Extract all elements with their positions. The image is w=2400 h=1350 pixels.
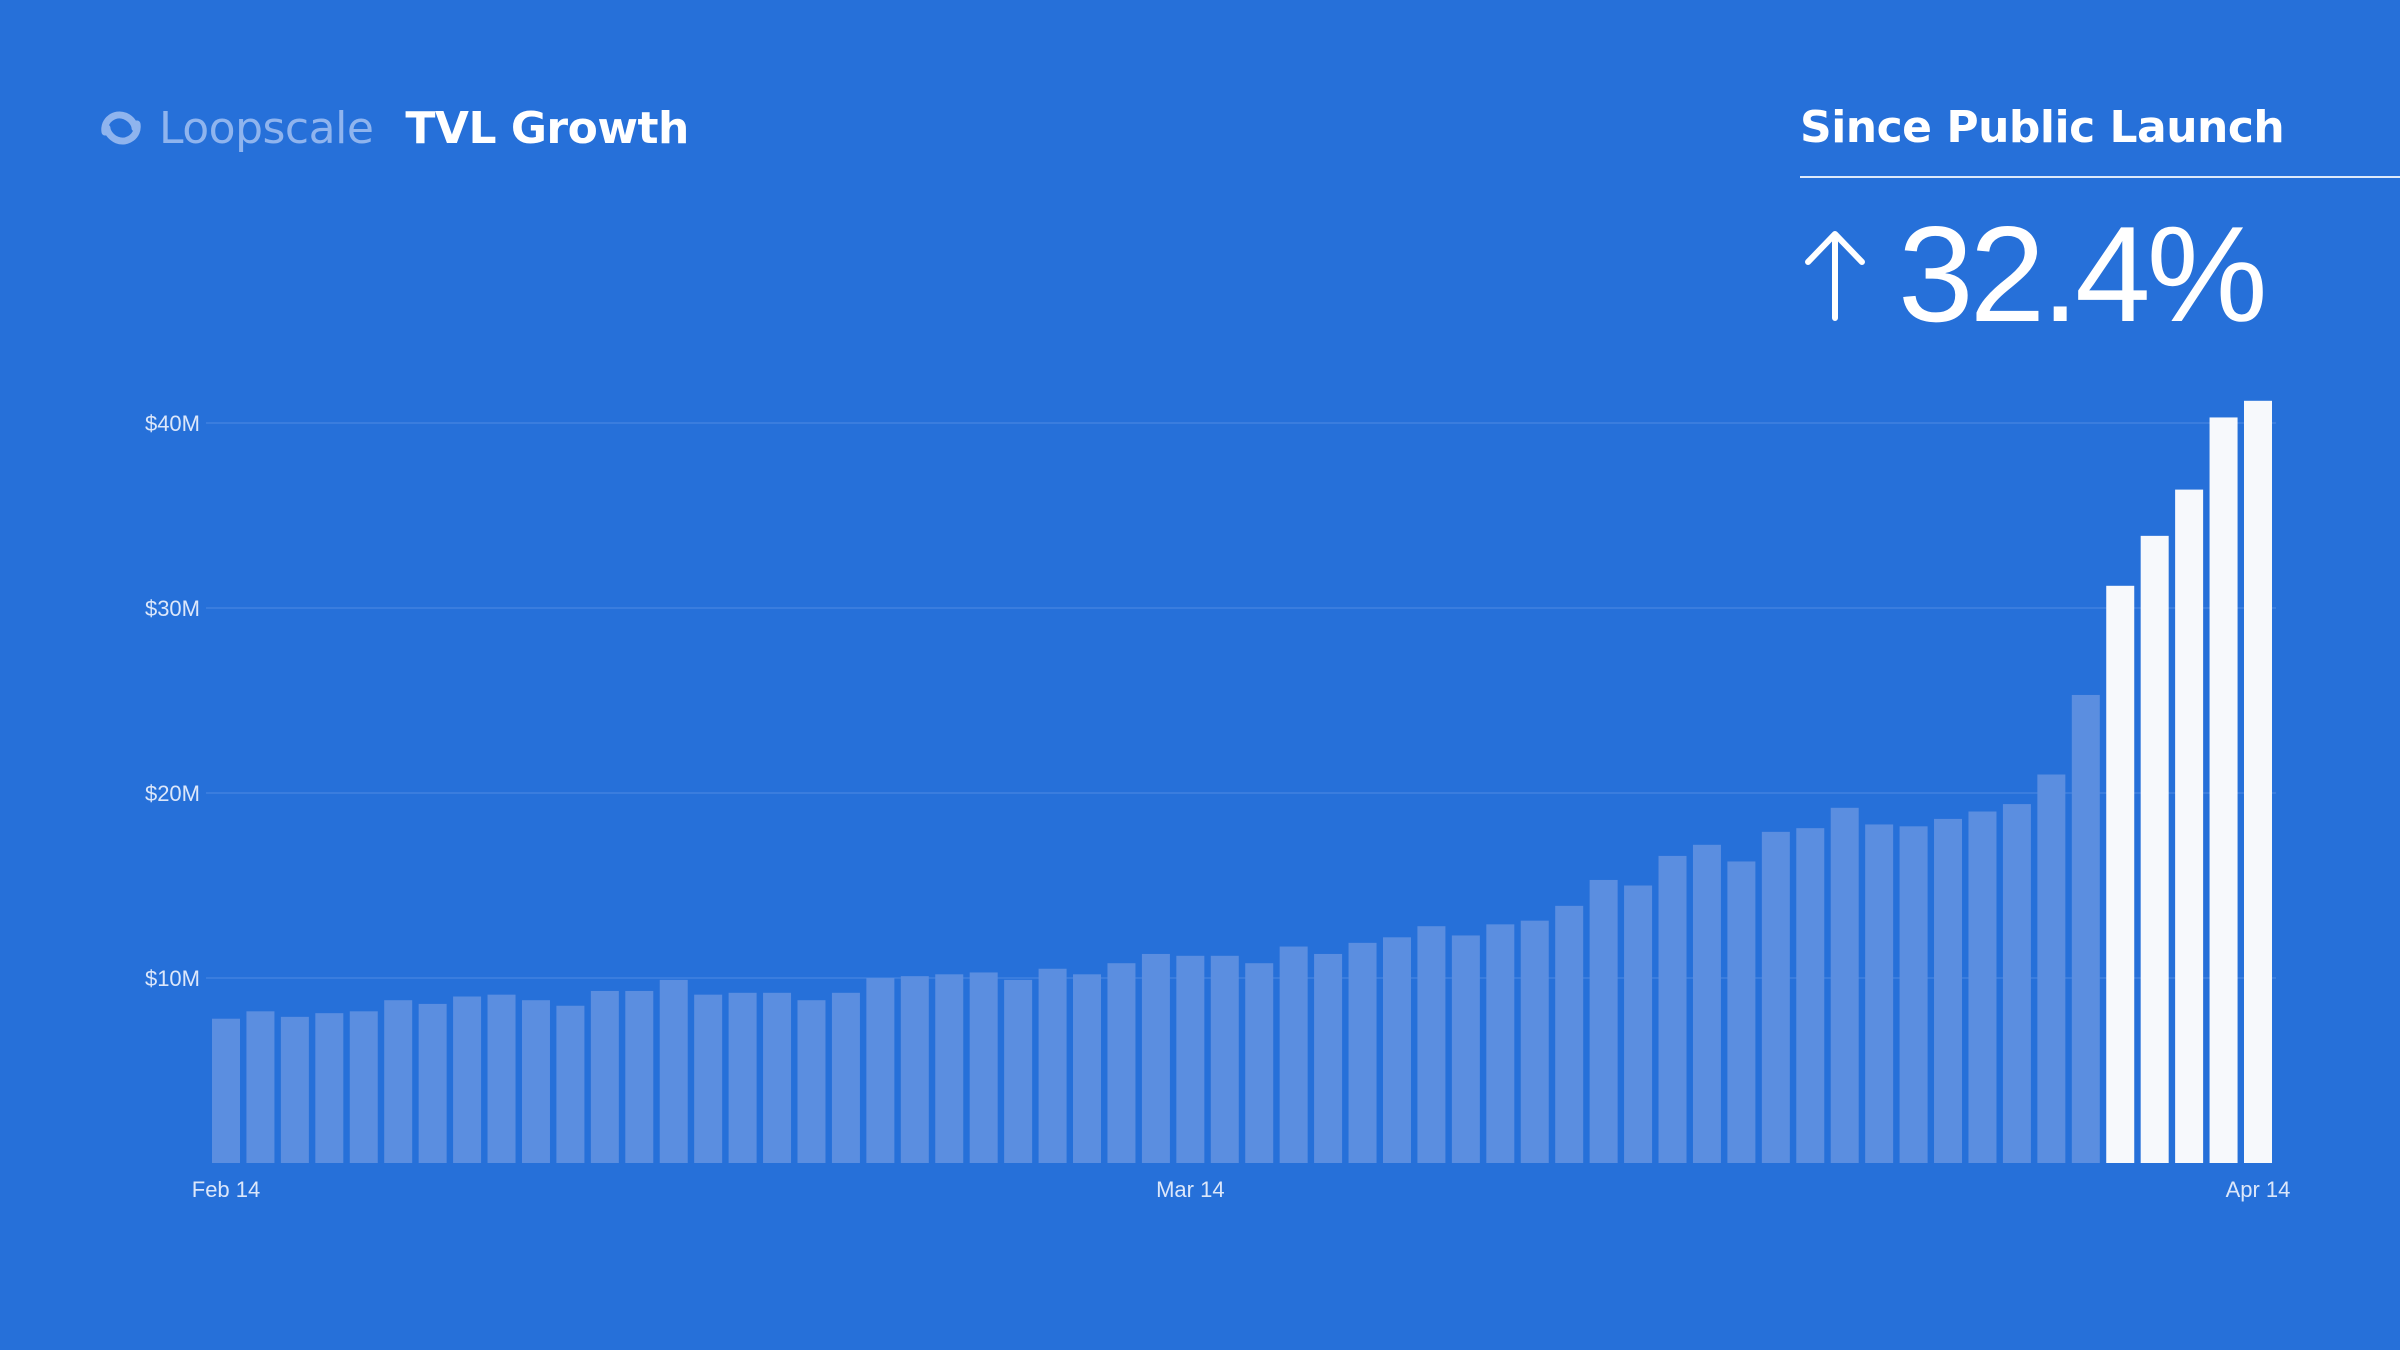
chart-title: TVL Growth: [405, 102, 689, 154]
stat-value: 32.4%: [1898, 198, 2268, 350]
bar: [212, 1018, 240, 1163]
bar: [418, 1003, 447, 1163]
bar: [349, 1011, 378, 1163]
bar: [1589, 879, 1618, 1163]
bar-highlight: [2244, 400, 2272, 1163]
bar: [1004, 979, 1033, 1163]
x-axis-ticks: Feb 14 Mar 14 Apr 14: [192, 1177, 2291, 1202]
bar: [1658, 855, 1687, 1163]
stat-label: Since Public Launch: [1800, 102, 2285, 153]
bar: [1382, 937, 1411, 1163]
bar: [1417, 926, 1446, 1163]
header: Loopscale TVL Growth: [95, 98, 689, 158]
gridlines: [206, 422, 2276, 979]
bar: [1073, 974, 1102, 1163]
x-tick-label: Apr 14: [2226, 1177, 2291, 1202]
bar: [384, 1000, 413, 1163]
stat-divider: [1800, 176, 2400, 178]
bar: [1348, 942, 1377, 1163]
bar: [969, 972, 998, 1163]
bar: [1761, 831, 1790, 1163]
bar: [1141, 953, 1170, 1163]
bar-highlight: [2209, 417, 2238, 1163]
bar: [1830, 807, 1859, 1163]
bar: [1520, 920, 1549, 1163]
stat-panel: Since Public Launch 32.4%: [1800, 100, 2400, 344]
bar: [1899, 826, 1928, 1163]
bar: [556, 1005, 585, 1163]
bar: [453, 996, 482, 1163]
arrow-up-icon: [1805, 231, 1865, 321]
y-tick-label: $20M: [145, 781, 200, 806]
bar: [900, 976, 929, 1163]
bar: [280, 1016, 309, 1163]
bar: [246, 1011, 275, 1163]
bar: [2071, 694, 2100, 1163]
bar: [1176, 955, 1205, 1163]
bar: [1692, 844, 1721, 1163]
bar: [866, 978, 895, 1163]
y-axis-ticks: $10M $20M $30M $40M: [145, 411, 200, 991]
y-tick-label: $40M: [145, 411, 200, 436]
bar: [763, 992, 792, 1163]
bar: [2002, 804, 2031, 1163]
bar: [1210, 955, 1239, 1163]
bar: [935, 974, 964, 1163]
bar: [1796, 828, 1825, 1163]
bar: [1451, 935, 1480, 1163]
y-tick-label: $10M: [145, 966, 200, 991]
bar-highlight: [2106, 585, 2135, 1163]
stat-value-row: 32.4%: [1800, 204, 2400, 344]
y-tick-label: $30M: [145, 596, 200, 621]
bar-highlight: [2175, 489, 2204, 1164]
bar: [1314, 953, 1343, 1163]
bar: [1279, 946, 1308, 1163]
bar: [1934, 818, 1963, 1163]
bar: [1624, 885, 1653, 1163]
bar: [315, 1013, 344, 1163]
bar: [1038, 968, 1067, 1163]
bar: [728, 992, 757, 1163]
bar: [1865, 824, 1894, 1163]
bar-highlight: [2140, 535, 2169, 1163]
bar: [1968, 811, 1997, 1163]
bar: [2037, 774, 2066, 1163]
bar: [625, 990, 654, 1163]
bar: [694, 994, 723, 1163]
bar: [1486, 924, 1515, 1163]
bar: [797, 1000, 826, 1163]
bar: [487, 994, 516, 1163]
bars: [212, 400, 2272, 1164]
brand-name: Loopscale: [159, 102, 374, 154]
bar: [590, 990, 619, 1163]
bar: [659, 979, 688, 1163]
x-tick-label: Mar 14: [1156, 1177, 1224, 1202]
x-tick-label: Feb 14: [192, 1177, 261, 1202]
bar: [521, 1000, 550, 1163]
bar: [1727, 861, 1756, 1163]
bar: [831, 992, 860, 1163]
bar: [1245, 963, 1274, 1163]
bar: [1107, 963, 1136, 1163]
loop-logo-icon: [95, 106, 147, 150]
bar: [1555, 905, 1584, 1163]
